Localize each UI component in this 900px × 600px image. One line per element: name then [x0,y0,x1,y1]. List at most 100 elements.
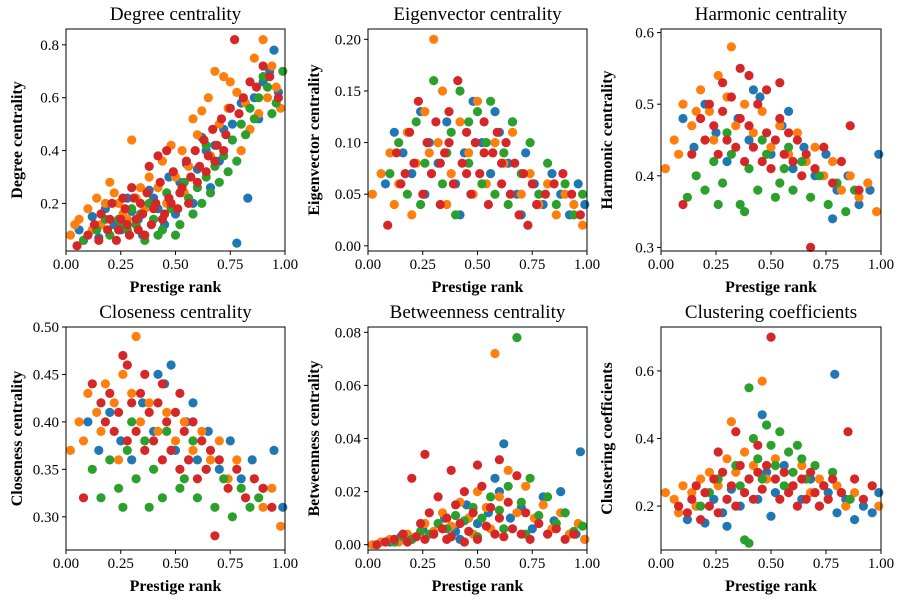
data-point [779,149,789,159]
data-point [494,492,504,502]
data-point [87,212,97,222]
data-point [762,149,772,159]
data-point [744,164,754,174]
data-point [146,220,156,230]
data-point [100,379,110,389]
data-point [153,151,163,161]
data-point [731,121,741,131]
data-point [65,445,75,455]
data-point [170,230,181,240]
data-point [385,148,395,158]
data-point [757,410,767,420]
data-point [105,177,115,187]
data-point [208,124,218,134]
data-point [179,426,189,436]
data-point [466,189,476,199]
y-tick-label: 0.3 [635,240,654,256]
data-point [490,189,500,199]
data-point [166,198,176,208]
data-point [762,128,772,138]
data-point [234,109,244,119]
data-point [510,158,520,168]
data-point [140,436,150,446]
data-point [157,493,167,503]
data-point [828,214,838,224]
data-point [214,177,224,187]
data-point [241,130,251,140]
x-tick-label: 0.50 [162,257,188,273]
y-axis-label: Betweenness centrality [306,361,323,517]
data-point [753,440,763,450]
data-point [149,436,159,446]
data-point [135,198,146,208]
data-point [440,148,450,158]
data-point [258,502,268,512]
data-point [560,189,570,199]
data-point [162,407,172,417]
data-point [674,508,684,518]
data-point [131,214,141,224]
data-point [836,185,847,195]
data-point [455,518,465,529]
data-point [278,66,288,76]
data-point [188,417,198,427]
data-point [573,179,583,189]
data-point [201,167,211,177]
data-point [863,178,873,188]
data-point [105,407,115,417]
data-point [691,171,701,181]
data-point [543,158,553,168]
data-point [560,179,570,189]
data-point [748,433,759,444]
data-point [245,103,255,113]
data-point [691,481,701,491]
data-point [96,398,106,408]
data-point [845,494,855,504]
x-tick-label: 0.50 [464,556,490,572]
data-point [490,348,500,359]
data-point [865,185,875,195]
data-point [512,508,522,518]
y-tick-label: 0.6 [635,364,654,380]
data-point [420,107,430,117]
data-point [175,220,185,230]
data-point [709,474,719,484]
data-point [477,179,487,189]
x-tick-label: 0.00 [648,257,674,273]
x-axis-label: Prestige rank [130,279,222,296]
data-point [814,171,825,181]
data-point [138,209,148,219]
data-point [503,199,513,210]
data-point [678,199,688,210]
data-point [788,467,798,477]
data-point [144,407,154,417]
data-point [367,189,377,199]
data-point [464,117,474,127]
data-point [532,199,542,210]
data-point [114,225,124,235]
data-point [135,183,146,193]
data-point [157,379,167,389]
data-point [748,85,759,95]
data-point [744,383,754,393]
x-axis-label: Prestige rank [432,279,524,296]
data-point [133,225,143,235]
data-point [479,117,489,127]
data-point [538,500,548,510]
data-point [413,96,423,106]
data-point [109,188,119,198]
data-point [722,454,732,464]
x-tick-label: 0.50 [758,257,784,273]
data-point [696,474,706,484]
data-point [486,492,496,502]
data-point [201,464,211,474]
data-point [770,192,781,202]
data-point [810,460,820,471]
data-point [247,455,257,465]
data-point [116,436,126,446]
chart-panel-5: 0.00 0.25 0.50 0.75 1.00 0.00 0.02 0.04 0.06 0.08… [306,302,600,595]
data-point [518,169,529,179]
chart-panel-6: 0.00 0.25 0.50 0.75 1.00 0.2 0.4 0.6 Clustering … [599,302,894,595]
data-point [722,494,732,504]
data-point [836,488,847,498]
